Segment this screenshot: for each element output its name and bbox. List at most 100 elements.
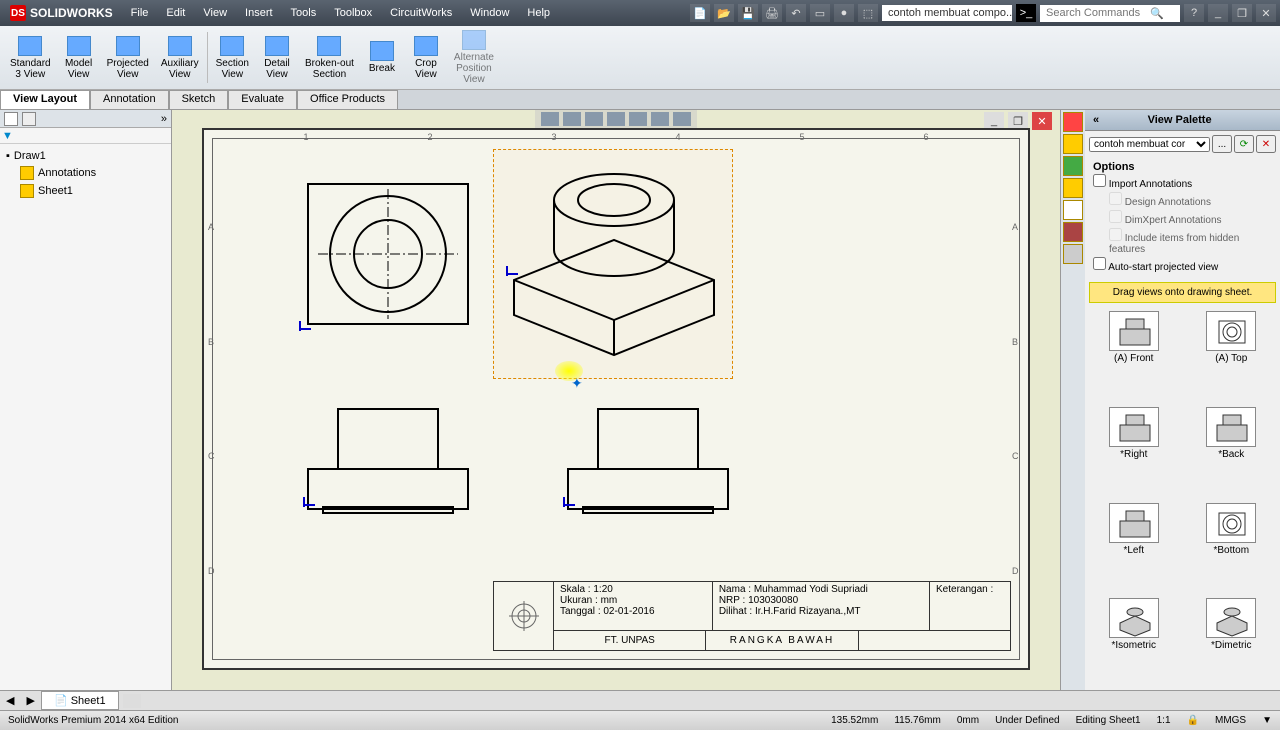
refresh-button[interactable]: ⟳	[1234, 135, 1254, 153]
view-front[interactable]	[303, 399, 473, 519]
view-isometric-selected[interactable]	[493, 149, 733, 379]
thumb-isometric[interactable]: *Isometric	[1089, 598, 1179, 686]
status-units[interactable]: MMGS	[1215, 715, 1246, 726]
browse-button[interactable]: ...	[1212, 135, 1232, 153]
menu-window[interactable]: Window	[462, 3, 517, 23]
menu-view[interactable]: View	[195, 3, 235, 23]
close-icon[interactable]: ✕	[1256, 4, 1276, 22]
statusbar: SolidWorks Premium 2014 x64 Edition 135.…	[0, 710, 1280, 730]
view-right[interactable]	[563, 399, 733, 519]
drawing-sheet: 123456 ABCD ABCD	[202, 128, 1030, 670]
select-icon[interactable]: ▭	[810, 4, 830, 22]
feature-tree: ▪Draw1 AnnotationsSheet1	[0, 144, 171, 204]
cmd-icon[interactable]: >_	[1016, 4, 1036, 22]
tree-display-icon[interactable]	[22, 112, 36, 126]
tree-root[interactable]: ▪Draw1	[4, 148, 167, 164]
view-top[interactable]	[303, 179, 473, 329]
ribbon-auxiliary[interactable]: AuxiliaryView	[155, 28, 205, 87]
status-flag-icon[interactable]: ▼	[1262, 715, 1272, 726]
save-icon[interactable]: 💾	[738, 4, 758, 22]
tree-filter-icon[interactable]	[4, 112, 18, 126]
status-lock-icon[interactable]: 🔒	[1187, 715, 1199, 726]
minimize-icon[interactable]: _	[1208, 4, 1228, 22]
undo-icon[interactable]: ↶	[786, 4, 806, 22]
search-input[interactable]	[1046, 7, 1146, 19]
help-icon[interactable]: ?	[1184, 4, 1204, 22]
menu-insert[interactable]: Insert	[237, 3, 281, 23]
apply-scene-icon[interactable]	[673, 112, 691, 126]
sheet-tabs: ◀▶ 📄 Sheet1	[0, 690, 1280, 710]
open-icon[interactable]: 📂	[714, 4, 734, 22]
status-z: 0mm	[957, 715, 979, 726]
menu-file[interactable]: File	[123, 3, 157, 23]
solidworks-icon: DS	[10, 5, 26, 21]
tree-filter-row[interactable]: ▼	[2, 130, 13, 142]
thumb-left[interactable]: *Left	[1089, 503, 1179, 591]
display-style-icon[interactable]	[629, 112, 647, 126]
tree-item-annotations[interactable]: Annotations	[4, 164, 167, 182]
palette-model-select[interactable]: contoh membuat cor	[1089, 137, 1210, 152]
drawing-canvas[interactable]: _ ❐ ✕ 123456 ABCD ABCD	[172, 110, 1060, 690]
search-icon[interactable]: 🔍	[1150, 7, 1164, 20]
design-library-icon[interactable]	[1063, 134, 1083, 154]
tree-expand-icon[interactable]: »	[161, 113, 167, 125]
zoom-fit-icon[interactable]	[541, 112, 559, 126]
custom-props-icon[interactable]	[1063, 222, 1083, 242]
thumb-dimetric[interactable]: *Dimetric	[1187, 598, 1277, 686]
rebuild-icon[interactable]: ●	[834, 4, 854, 22]
menu-help[interactable]: Help	[519, 3, 558, 23]
thumb-afront[interactable]: (A) Front	[1089, 311, 1179, 399]
menu-toolbox[interactable]: Toolbox	[326, 3, 380, 23]
section-view-icon[interactable]	[607, 112, 625, 126]
sw-resources-icon[interactable]	[1063, 112, 1083, 132]
thumb-bottom[interactable]: *Bottom	[1187, 503, 1277, 591]
zoom-area-icon[interactable]	[563, 112, 581, 126]
ribbon-broken-out[interactable]: Broken-outSection	[299, 28, 360, 87]
prev-view-icon[interactable]	[585, 112, 603, 126]
ribbon-section[interactable]: SectionView	[210, 28, 255, 87]
appearances-icon[interactable]	[1063, 200, 1083, 220]
new-doc-icon[interactable]: 📄	[690, 4, 710, 22]
restore-icon[interactable]: ❐	[1232, 4, 1252, 22]
tab-annotation[interactable]: Annotation	[90, 90, 169, 109]
ribbon-projected[interactable]: ProjectedView	[101, 28, 155, 87]
design-annotations-check: Design Annotations	[1093, 191, 1272, 209]
file-explorer-icon[interactable]	[1063, 156, 1083, 176]
import-annotations-check[interactable]: Import Annotations	[1093, 173, 1272, 191]
ribbon-model[interactable]: ModelView	[57, 28, 101, 87]
ribbon-alternate: AlternatePositionView	[448, 28, 500, 87]
ribbon-break[interactable]: Break	[360, 28, 404, 87]
tree-toolbar: »	[0, 110, 171, 128]
tab-evaluate[interactable]: Evaluate	[228, 90, 297, 109]
tab-office-products[interactable]: Office Products	[297, 90, 398, 109]
tree-item-sheet1[interactable]: Sheet1	[4, 182, 167, 200]
sheet-tab[interactable]: 📄 Sheet1	[41, 691, 119, 710]
win-close-icon[interactable]: ✕	[1032, 112, 1052, 130]
status-scale: 1:1	[1157, 715, 1171, 726]
app-name: SOLIDWORKS	[30, 6, 113, 20]
print-icon[interactable]: 🖨	[762, 4, 782, 22]
thumb-atop[interactable]: (A) Top	[1187, 311, 1277, 399]
status-defined: Under Defined	[995, 715, 1059, 726]
collapse-icon[interactable]: «	[1093, 114, 1099, 126]
autostart-check[interactable]: Auto-start projected view	[1093, 256, 1272, 274]
forum-icon[interactable]	[1063, 244, 1083, 264]
options-icon[interactable]: ⬚	[858, 4, 878, 22]
search-commands[interactable]: 🔍	[1040, 5, 1180, 22]
tab-sketch[interactable]: Sketch	[169, 90, 229, 109]
title-block: Skala : 1:20 Ukuran : mm Tanggal : 02-01…	[493, 581, 1011, 651]
tab-view-layout[interactable]: View Layout	[0, 90, 90, 109]
menu-tools[interactable]: Tools	[283, 3, 325, 23]
menu-circuitworks[interactable]: CircuitWorks	[382, 3, 460, 23]
ribbon-standard[interactable]: Standard3 View	[4, 28, 57, 87]
hide-show-icon[interactable]	[651, 112, 669, 126]
add-sheet-icon[interactable]	[123, 694, 141, 708]
thumb-right[interactable]: *Right	[1089, 407, 1179, 495]
menu-edit[interactable]: Edit	[158, 3, 193, 23]
ribbon-crop[interactable]: CropView	[404, 28, 448, 87]
ribbon-detail[interactable]: DetailView	[255, 28, 299, 87]
clear-button[interactable]: ✕	[1256, 135, 1276, 153]
title-block-logo	[494, 582, 554, 650]
thumb-back[interactable]: *Back	[1187, 407, 1277, 495]
view-palette-icon[interactable]	[1063, 178, 1083, 198]
